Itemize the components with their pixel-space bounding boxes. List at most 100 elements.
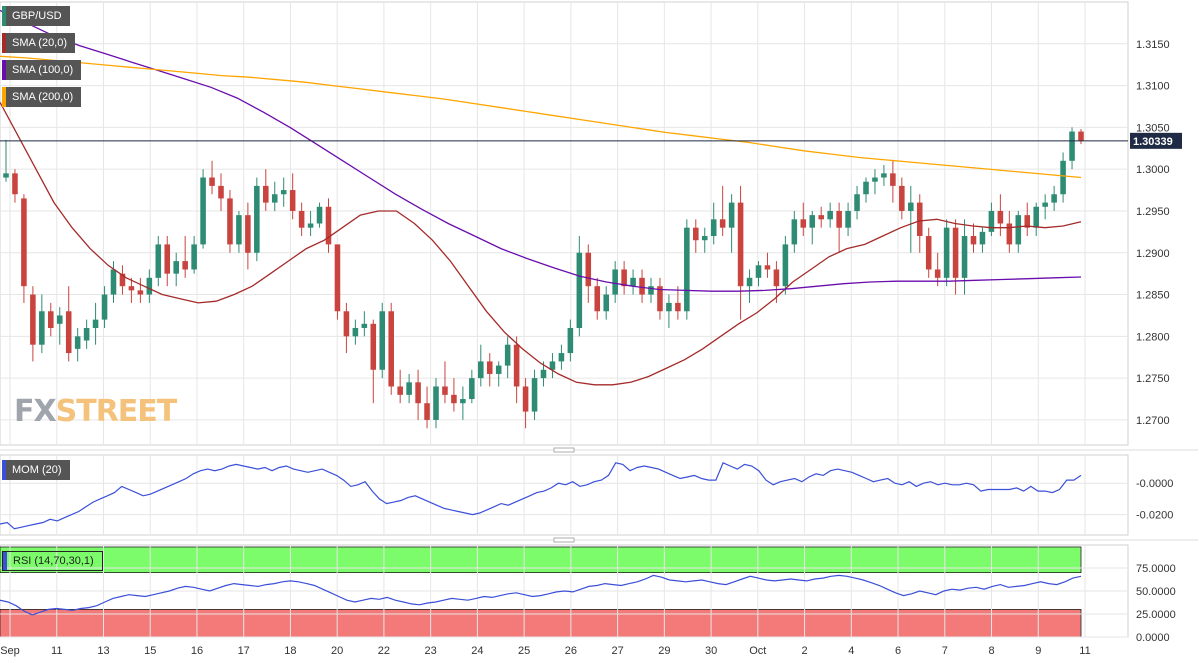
candle-body — [1078, 131, 1084, 141]
candle-body — [209, 177, 215, 186]
candle-body — [191, 244, 197, 270]
candle-body — [719, 219, 726, 228]
candle-body — [648, 286, 654, 295]
date-tick-label: 26 — [565, 645, 577, 657]
candle-body — [710, 219, 717, 237]
mom-line — [0, 461, 1082, 530]
rsi-tag: RSI (14,70,30,1) — [2, 551, 103, 571]
candle-body — [908, 202, 914, 211]
splitter-handle — [553, 537, 575, 543]
sma20-tag: SMA (20,0) — [2, 33, 76, 53]
sma100-tag: SMA (100,0) — [2, 60, 82, 80]
date-tick-label: 29 — [658, 645, 670, 657]
candle-body — [469, 378, 475, 400]
candle-body — [486, 361, 493, 374]
logo-street: STREET — [55, 394, 178, 429]
candle-body — [881, 173, 887, 178]
rsi-tick-label: 75.0000 — [1136, 563, 1176, 575]
candle-body — [289, 190, 296, 211]
candle-body — [970, 236, 977, 245]
candle-body — [298, 210, 305, 228]
candle-body — [621, 269, 627, 287]
candle-body — [65, 311, 72, 354]
candle-body — [1051, 194, 1057, 203]
candle-body — [925, 236, 932, 270]
date-tick-label: Sep — [0, 645, 20, 657]
candle-body — [513, 344, 520, 387]
rsi-overbought-zone — [0, 546, 1082, 574]
logo-fx: FX — [14, 394, 57, 429]
splitter-handle — [553, 447, 575, 453]
candle-body — [585, 252, 592, 287]
candle-body — [1033, 206, 1039, 228]
candles — [3, 127, 1084, 429]
mom-tick-label: -0.0000 — [1136, 478, 1173, 490]
price-tick-label: 1.2800 — [1136, 331, 1170, 343]
candle-body — [245, 215, 251, 253]
instrument-tag: GBP/USD — [2, 6, 70, 26]
candle-body — [1042, 202, 1048, 207]
candle-body — [1069, 131, 1075, 161]
sma200-line — [0, 55, 1082, 179]
sma20-line — [0, 101, 1082, 386]
candle-body — [845, 210, 851, 228]
candle-body — [218, 185, 224, 199]
candle-body — [406, 382, 412, 395]
candle-body — [701, 236, 708, 241]
sma100-label: SMA (100,0) — [12, 64, 74, 76]
rsi-line — [0, 574, 1082, 616]
sma20-label: SMA (20,0) — [12, 37, 68, 49]
candle-body — [952, 227, 959, 278]
candle-body — [236, 215, 242, 245]
candle-body — [997, 210, 1004, 224]
candle-body — [164, 244, 171, 274]
current-price-box — [1130, 132, 1182, 149]
indicator-lines — [0, 9, 1082, 616]
candle-body — [12, 173, 18, 195]
sma200-label: SMA (200,0) — [12, 91, 74, 103]
candle-body — [83, 327, 90, 341]
date-tick-label: 25 — [518, 645, 530, 657]
candle-body — [818, 215, 824, 220]
candle-body — [451, 394, 457, 404]
candle-body — [890, 173, 896, 186]
candle-body — [782, 244, 789, 287]
candle-body — [119, 273, 126, 287]
candle-body — [988, 210, 995, 232]
candle-body — [872, 177, 878, 182]
candle-body — [495, 365, 502, 374]
candle-body — [693, 227, 699, 241]
candle-body — [48, 311, 54, 328]
candle-body — [39, 311, 45, 345]
candle-body — [567, 327, 574, 354]
price-tick-label: 1.2850 — [1136, 290, 1170, 302]
candle-body — [21, 198, 27, 287]
date-tick-label: 7 — [942, 645, 948, 657]
date-tick-label: 11 — [51, 645, 62, 657]
date-tick-label: 15 — [144, 645, 156, 657]
candle-body — [74, 336, 81, 349]
candle-body — [684, 227, 690, 312]
date-tick-label: 20 — [331, 645, 343, 657]
candle-body — [675, 302, 681, 312]
candle-body — [943, 227, 950, 278]
date-tick-label: 18 — [284, 645, 296, 657]
candle-body — [558, 353, 565, 362]
candle-body — [30, 294, 36, 345]
date-tick-label: 6 — [895, 645, 901, 657]
candle-body — [746, 277, 753, 287]
candle-body — [773, 269, 780, 287]
price-tick-label: 1.3100 — [1136, 81, 1170, 93]
candle-body — [280, 190, 287, 195]
candle-body — [728, 202, 735, 228]
candle-body — [128, 286, 135, 291]
candle-body — [764, 265, 771, 270]
rsi-tick-label: 50.0000 — [1136, 586, 1176, 598]
candle-body — [397, 386, 403, 395]
candle-body — [666, 302, 672, 312]
candle-body — [531, 378, 538, 412]
candle-body — [3, 173, 9, 178]
mom-tick-label: -0.0200 — [1136, 510, 1173, 522]
candle-body — [227, 198, 233, 245]
date-tick-label: 23 — [425, 645, 437, 657]
